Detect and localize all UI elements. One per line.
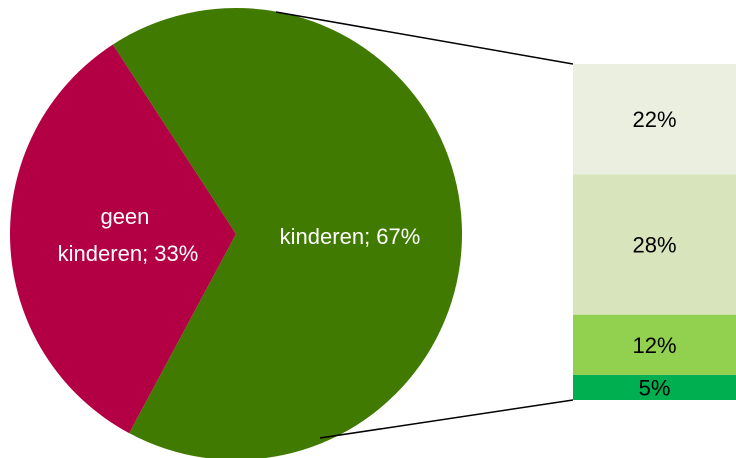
- connector-line-bottom: [319, 399, 574, 439]
- breakdown-segment-1: [573, 174, 736, 315]
- pie-slice-label-kinderen: kinderen; 67%: [280, 224, 421, 249]
- breakdown-segment-label-3: 5%: [639, 375, 671, 400]
- pie-slice-kinderen: [112, 8, 462, 458]
- pie-slice-geen-kinderen: [9, 44, 237, 434]
- pie: geen kinderen; 33% kinderen; 67%: [9, 8, 462, 458]
- connector-line-top: [275, 11, 574, 65]
- breakdown-segment-label-2: 12%: [632, 333, 676, 358]
- breakdown-bar: 22% 28% 12% 5%: [573, 64, 736, 400]
- breakdown-segment-2: [573, 314, 736, 375]
- breakdown-segment-0: [573, 64, 736, 175]
- breakdown-segment-3: [573, 374, 736, 400]
- pie-slice-label-line-2: kinderen; 33%: [58, 241, 199, 266]
- breakdown-segment-label-0: 22%: [632, 107, 676, 132]
- pie-slice-label-line-1: geen: [100, 204, 149, 229]
- pie-slice-label-geen-kinderen: geen kinderen; 33%: [58, 204, 199, 266]
- breakdown-segment-label-1: 28%: [632, 233, 676, 258]
